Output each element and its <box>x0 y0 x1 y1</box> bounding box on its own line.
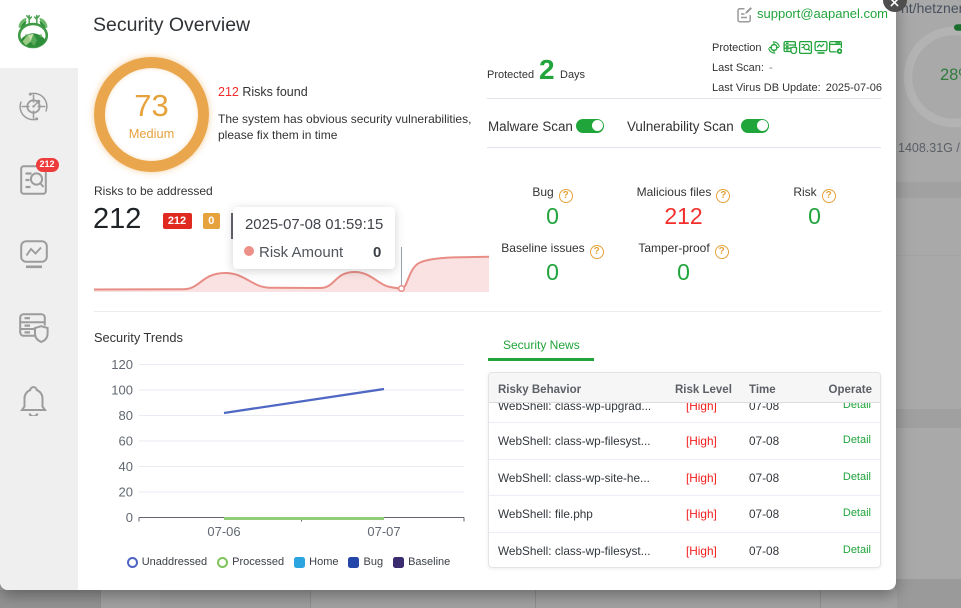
svg-text:120: 120 <box>111 357 133 372</box>
svg-text:60: 60 <box>119 434 133 449</box>
svg-text:07-06: 07-06 <box>207 524 240 539</box>
svg-text:20: 20 <box>119 485 133 500</box>
svg-text:0: 0 <box>126 510 133 525</box>
svg-text:80: 80 <box>119 408 133 423</box>
svg-text:100: 100 <box>111 383 133 398</box>
svg-text:07-07: 07-07 <box>367 524 400 539</box>
svg-text:40: 40 <box>119 459 133 474</box>
